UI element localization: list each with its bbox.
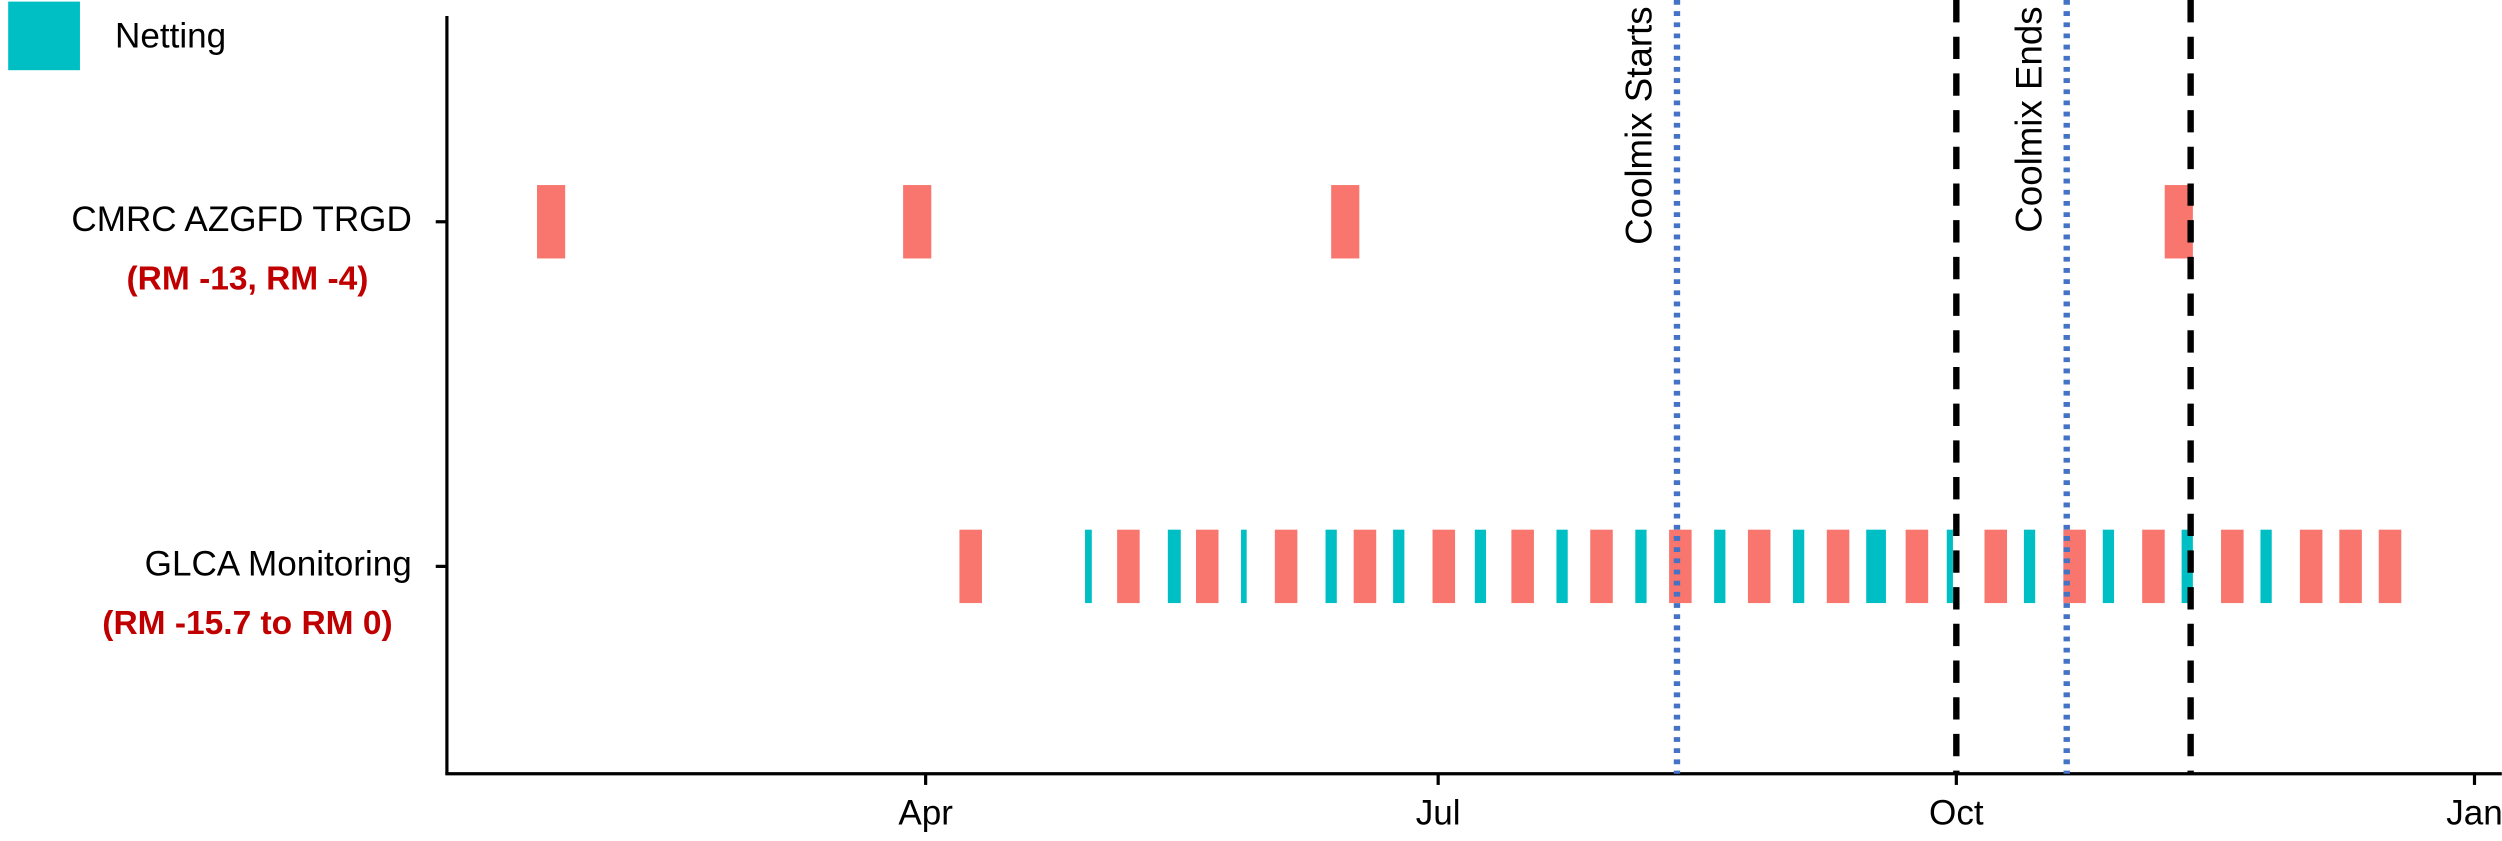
x-tick-label: Jan bbox=[2446, 794, 2502, 833]
event-bar bbox=[1590, 529, 1613, 604]
event-bar bbox=[1353, 529, 1377, 604]
event-bar bbox=[2023, 529, 2036, 604]
legend-swatch bbox=[8, 1, 80, 71]
event-bar bbox=[1905, 529, 1929, 604]
legend-label: Netting bbox=[115, 17, 226, 56]
event-bar bbox=[2142, 529, 2165, 604]
event-bar bbox=[1747, 529, 1771, 604]
event-bar bbox=[1195, 529, 1219, 604]
event-bar bbox=[1635, 529, 1647, 604]
event-bar bbox=[1241, 529, 1247, 604]
event-bar bbox=[1325, 529, 1337, 604]
event-bar bbox=[2378, 529, 2402, 604]
reference-label: Coolmix Starts bbox=[1619, 6, 1660, 245]
event-bar bbox=[1793, 529, 1805, 604]
event-bar bbox=[1432, 529, 1456, 604]
event-bar bbox=[2260, 529, 2272, 604]
event-bar bbox=[2181, 529, 2193, 604]
x-tick-label: Apr bbox=[898, 794, 953, 833]
event-bar bbox=[1117, 529, 1140, 604]
event-bar bbox=[1331, 185, 1360, 259]
event-bar bbox=[1085, 529, 1092, 604]
event-bar bbox=[537, 185, 566, 259]
x-tick-label: Oct bbox=[1929, 794, 1984, 833]
event-bar bbox=[1511, 529, 1534, 604]
event-bar bbox=[2102, 529, 2115, 604]
event-bar bbox=[2221, 529, 2244, 604]
y-tick-label: CMRC AZGFD TRGD bbox=[71, 200, 411, 239]
y-tick-sublabel: (RM -15.7 to RM 0) bbox=[102, 605, 392, 642]
event-bar bbox=[1826, 529, 1850, 604]
event-bar bbox=[1984, 529, 2008, 604]
event-bar bbox=[959, 529, 982, 604]
reference-label: Coolmix Ends bbox=[2008, 6, 2049, 232]
event-bar bbox=[1866, 529, 1886, 604]
event-bar bbox=[1946, 529, 1953, 604]
event-bar bbox=[903, 185, 932, 259]
x-tick-label: Jul bbox=[1416, 794, 1461, 833]
event-bar bbox=[1474, 529, 1487, 604]
event-bar bbox=[1556, 529, 1568, 604]
y-tick-sublabel: (RM -13, RM -4) bbox=[127, 261, 369, 298]
event-bar bbox=[1393, 529, 1405, 604]
event-bar bbox=[2339, 529, 2362, 604]
event-bar bbox=[1714, 529, 1726, 604]
event-bar bbox=[1274, 529, 1298, 604]
event-bar bbox=[1167, 529, 1181, 604]
event-bar bbox=[1669, 529, 1692, 604]
event-bar bbox=[2299, 529, 2323, 604]
y-tick-label: GLCA Monitoring bbox=[145, 545, 412, 584]
